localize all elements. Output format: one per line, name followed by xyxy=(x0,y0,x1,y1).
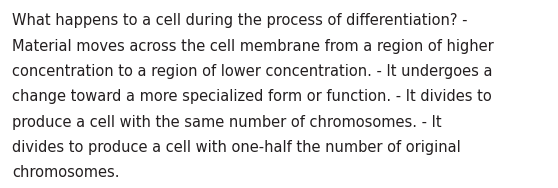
Text: What happens to a cell during the process of differentiation? -: What happens to a cell during the proces… xyxy=(12,13,468,28)
Text: concentration to a region of lower concentration. - It undergoes a: concentration to a region of lower conce… xyxy=(12,64,493,79)
Text: divides to produce a cell with one-half the number of original: divides to produce a cell with one-half … xyxy=(12,140,461,155)
Text: produce a cell with the same number of chromosomes. - It: produce a cell with the same number of c… xyxy=(12,115,442,130)
Text: change toward a more specialized form or function. - It divides to: change toward a more specialized form or… xyxy=(12,89,492,104)
Text: chromosomes.: chromosomes. xyxy=(12,165,120,180)
Text: Material moves across the cell membrane from a region of higher: Material moves across the cell membrane … xyxy=(12,39,494,54)
